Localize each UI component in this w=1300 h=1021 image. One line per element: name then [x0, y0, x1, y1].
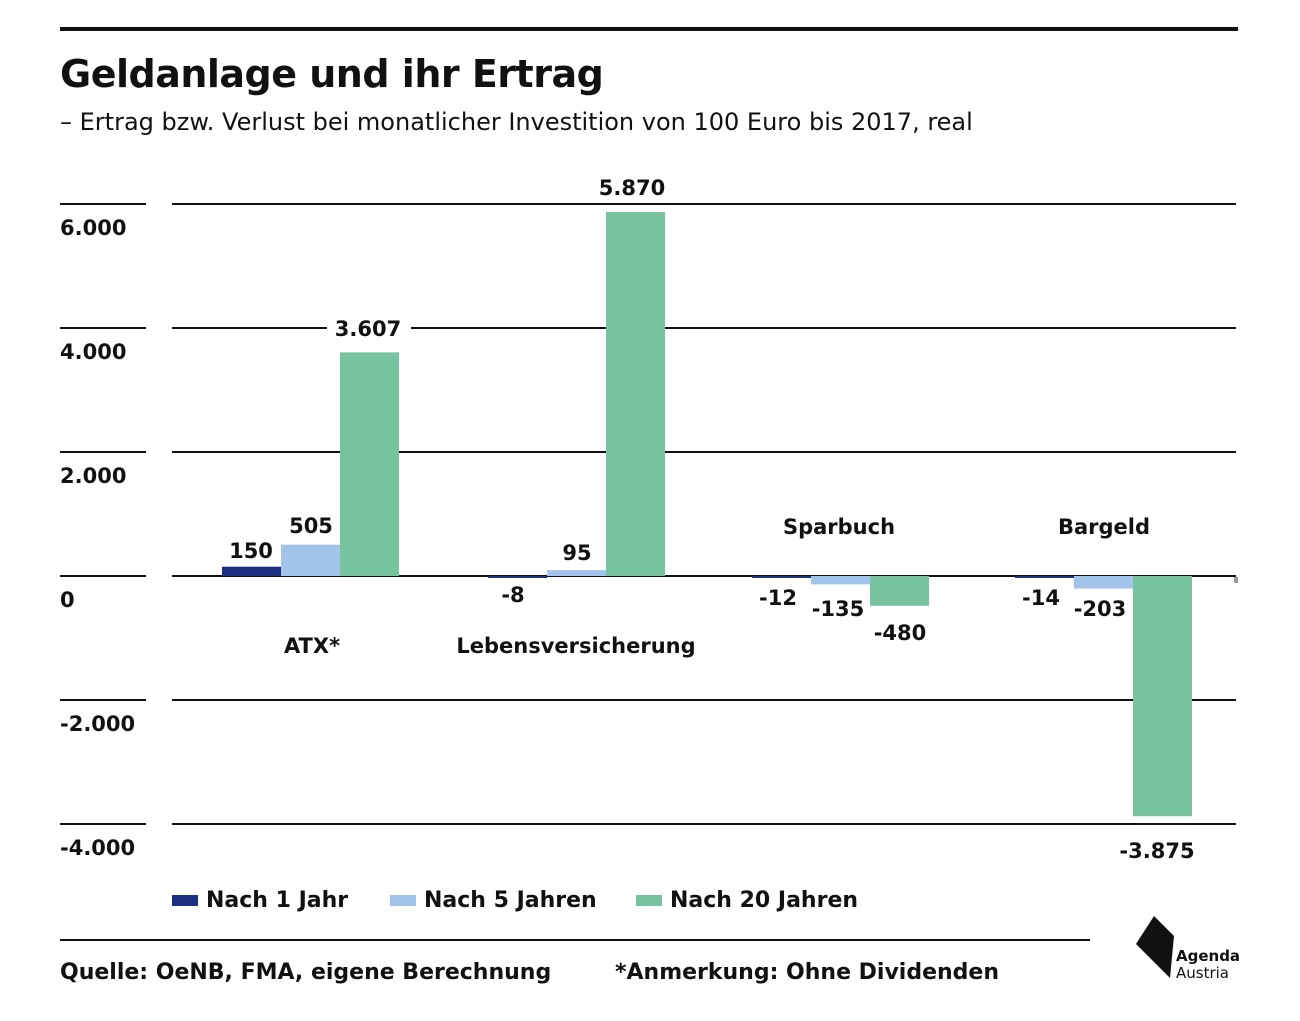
bar [340, 352, 399, 576]
y-tick-label: 0 [60, 588, 75, 612]
chart-title: Geldanlage und ihr Ertrag [60, 52, 604, 96]
y-tick-label: -4.000 [60, 836, 135, 860]
data-label: -203 [1074, 597, 1127, 621]
label-backing [327, 316, 411, 340]
bar [1015, 576, 1074, 578]
bottom-rule [60, 939, 1090, 941]
bar [281, 544, 340, 576]
bar [1133, 576, 1192, 817]
source-note: Quelle: OeNB, FMA, eigene Berechnung [60, 960, 552, 985]
logo-text-agenda: Agenda [1176, 947, 1241, 965]
footnote: *Anmerkung: Ohne Dividenden [615, 960, 1000, 985]
chart-subtitle: – Ertrag bzw. Verlust bei monatlicher In… [60, 108, 973, 136]
bar [870, 576, 929, 606]
data-label: -8 [501, 583, 524, 607]
bar [488, 576, 547, 578]
category-label: ATX* [284, 634, 340, 658]
category-label: Sparbuch [783, 515, 895, 539]
agenda-austria-logo-icon [1136, 916, 1174, 978]
legend-label: Nach 1 Jahr [206, 888, 349, 913]
bar [547, 570, 606, 576]
logo-text-austria: Austria [1176, 964, 1229, 982]
data-label: 95 [562, 541, 591, 565]
bar [222, 566, 281, 576]
category-label: Bargeld [1058, 515, 1150, 539]
data-label: 3.607 [335, 317, 401, 341]
legend-swatch [172, 895, 198, 906]
category-label: Lebensversicherung [456, 634, 695, 658]
bar [811, 576, 870, 585]
data-label: 150 [229, 539, 273, 563]
legend-item-20-jahren: Nach 20 Jahren [636, 888, 858, 913]
bar-chart: 6.000 4.000 2.000 0 -2.000 -4.000 150 -8 -12 -14 5… [60, 176, 1238, 863]
data-label: -14 [1022, 586, 1060, 610]
y-tick-label: 6.000 [60, 216, 126, 240]
legend-swatch [390, 895, 416, 906]
bar [1074, 576, 1133, 589]
data-label: -480 [874, 621, 927, 645]
y-tick-label: 4.000 [60, 340, 126, 364]
top-rule [60, 27, 1238, 31]
legend-item-5-jahren: Nach 5 Jahren [390, 888, 597, 913]
legend-label: Nach 5 Jahren [424, 888, 597, 913]
y-tick-label: -2.000 [60, 712, 135, 736]
data-label: -135 [812, 597, 865, 621]
legend: Nach 1 Jahr Nach 5 Jahren Nach 20 Jahren [0, 888, 1300, 920]
data-label: -12 [759, 586, 797, 610]
bar [606, 212, 665, 576]
data-label: 505 [289, 514, 333, 538]
data-label: 5.870 [599, 176, 665, 200]
legend-label: Nach 20 Jahren [670, 888, 859, 913]
data-label: -3.875 [1119, 839, 1194, 863]
legend-swatch [636, 895, 662, 906]
y-tick-label: 2.000 [60, 464, 126, 488]
bar [752, 576, 811, 578]
legend-item-1-jahr: Nach 1 Jahr [172, 888, 348, 913]
axis-end-mark [1234, 577, 1238, 583]
